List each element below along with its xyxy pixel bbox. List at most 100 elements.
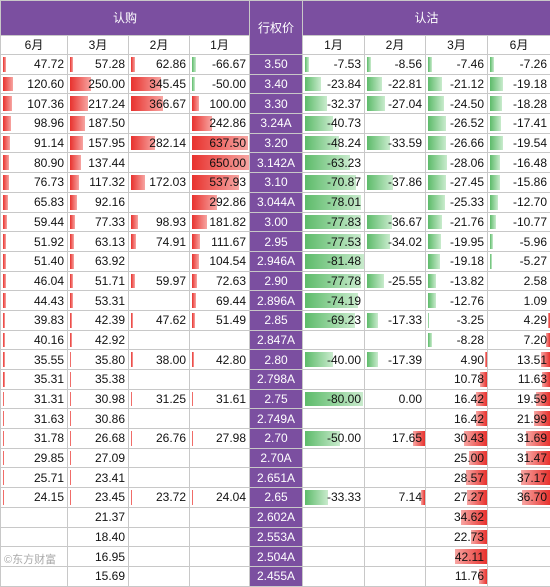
call-cell[interactable]: 637.50 (190, 133, 250, 153)
put-cell[interactable] (303, 370, 365, 390)
strike-cell[interactable]: 2.749A (250, 409, 303, 429)
call-month-header[interactable]: 3月 (68, 36, 129, 55)
put-cell[interactable]: -33.59 (365, 133, 426, 153)
call-cell[interactable] (190, 370, 250, 390)
call-cell[interactable]: 51.92 (1, 232, 68, 252)
put-cell[interactable]: 11.63 (488, 370, 550, 390)
call-cell[interactable]: 30.86 (68, 409, 129, 429)
put-cell[interactable]: -78.01 (303, 192, 365, 212)
put-cell[interactable]: -34.02 (365, 232, 426, 252)
put-cell[interactable]: 7.20 (488, 330, 550, 350)
put-cell[interactable]: -81.48 (303, 251, 365, 271)
put-cell[interactable] (365, 192, 426, 212)
put-month-header[interactable]: 1月 (303, 36, 365, 55)
put-cell[interactable]: -15.86 (488, 173, 550, 193)
call-month-header[interactable]: 1月 (190, 36, 250, 55)
call-cell[interactable] (129, 409, 190, 429)
put-cell[interactable]: 36.70 (488, 488, 550, 508)
call-cell[interactable]: -50.00 (190, 74, 250, 94)
call-cell[interactable]: 30.98 (68, 389, 129, 409)
put-cell[interactable]: -48.24 (303, 133, 365, 153)
put-cell[interactable]: -27.04 (365, 94, 426, 114)
call-cell[interactable]: 77.33 (68, 212, 129, 232)
call-cell[interactable]: 51.40 (1, 251, 68, 271)
put-cell[interactable]: -40.73 (303, 114, 365, 134)
call-cell[interactable]: 42.92 (68, 330, 129, 350)
call-cell[interactable]: 172.03 (129, 173, 190, 193)
call-cell[interactable]: 98.93 (129, 212, 190, 232)
call-group-header[interactable]: 认购 (1, 1, 250, 36)
put-cell[interactable]: -5.96 (488, 232, 550, 252)
put-cell[interactable] (365, 468, 426, 488)
call-cell[interactable]: -66.67 (190, 55, 250, 75)
put-month-header[interactable]: 2月 (365, 36, 426, 55)
put-cell[interactable]: 4.29 (488, 310, 550, 330)
put-cell[interactable] (365, 370, 426, 390)
call-cell[interactable]: 51.71 (68, 271, 129, 291)
strike-cell[interactable]: 2.65 (250, 488, 303, 508)
call-cell[interactable] (129, 192, 190, 212)
strike-cell[interactable]: 3.20 (250, 133, 303, 153)
call-cell[interactable]: 157.95 (68, 133, 129, 153)
call-cell[interactable]: 47.72 (1, 55, 68, 75)
call-cell[interactable]: 29.85 (1, 448, 68, 468)
call-cell[interactable] (129, 468, 190, 488)
strike-cell[interactable]: 2.553A (250, 527, 303, 547)
call-cell[interactable] (129, 251, 190, 271)
put-cell[interactable]: -26.66 (426, 133, 488, 153)
put-cell[interactable]: -26.52 (426, 114, 488, 134)
call-cell[interactable]: 63.92 (68, 251, 129, 271)
put-cell[interactable]: -12.70 (488, 192, 550, 212)
put-cell[interactable]: -19.18 (488, 74, 550, 94)
put-month-header[interactable]: 6月 (488, 36, 550, 55)
call-cell[interactable]: 282.14 (129, 133, 190, 153)
put-cell[interactable]: 4.90 (426, 350, 488, 370)
call-cell[interactable]: 69.44 (190, 291, 250, 311)
put-cell[interactable] (365, 153, 426, 173)
put-cell[interactable]: -21.76 (426, 212, 488, 232)
call-cell[interactable]: 137.44 (68, 153, 129, 173)
put-cell[interactable]: -23.84 (303, 74, 365, 94)
call-cell[interactable]: 40.16 (1, 330, 68, 350)
strike-cell[interactable]: 3.00 (250, 212, 303, 232)
put-cell[interactable]: 1.09 (488, 291, 550, 311)
call-cell[interactable]: 24.04 (190, 488, 250, 508)
put-cell[interactable]: 28.57 (426, 468, 488, 488)
put-cell[interactable]: 37.17 (488, 468, 550, 488)
strike-cell[interactable]: 3.10 (250, 173, 303, 193)
put-cell[interactable]: -8.28 (426, 330, 488, 350)
strike-cell[interactable]: 3.50 (250, 55, 303, 75)
strike-cell[interactable]: 3.044A (250, 192, 303, 212)
call-cell[interactable]: 31.31 (1, 389, 68, 409)
call-cell[interactable] (190, 547, 250, 567)
put-cell[interactable] (365, 291, 426, 311)
call-cell[interactable]: 100.00 (190, 94, 250, 114)
call-cell[interactable] (129, 547, 190, 567)
call-cell[interactable] (1, 507, 68, 527)
put-cell[interactable] (365, 251, 426, 271)
put-cell[interactable]: -3.25 (426, 310, 488, 330)
put-cell[interactable]: 10.78 (426, 370, 488, 390)
put-cell[interactable]: -17.41 (488, 114, 550, 134)
put-cell[interactable]: -16.48 (488, 153, 550, 173)
put-cell[interactable]: -32.37 (303, 94, 365, 114)
call-cell[interactable]: 80.90 (1, 153, 68, 173)
call-cell[interactable]: 242.86 (190, 114, 250, 134)
strike-cell[interactable]: 3.24A (250, 114, 303, 134)
call-cell[interactable]: 74.91 (129, 232, 190, 252)
strike-cell[interactable]: 2.70 (250, 429, 303, 449)
put-cell[interactable] (303, 448, 365, 468)
put-cell[interactable] (488, 507, 550, 527)
call-cell[interactable] (190, 468, 250, 488)
put-cell[interactable]: -33.33 (303, 488, 365, 508)
put-cell[interactable]: 0.00 (365, 389, 426, 409)
call-cell[interactable]: 31.61 (190, 389, 250, 409)
call-cell[interactable]: 35.31 (1, 370, 68, 390)
call-cell[interactable] (1, 527, 68, 547)
put-cell[interactable] (303, 507, 365, 527)
call-cell[interactable]: 27.09 (68, 448, 129, 468)
call-cell[interactable]: 35.80 (68, 350, 129, 370)
call-cell[interactable]: 59.44 (1, 212, 68, 232)
put-cell[interactable]: 34.62 (426, 507, 488, 527)
call-cell[interactable]: 250.00 (68, 74, 129, 94)
